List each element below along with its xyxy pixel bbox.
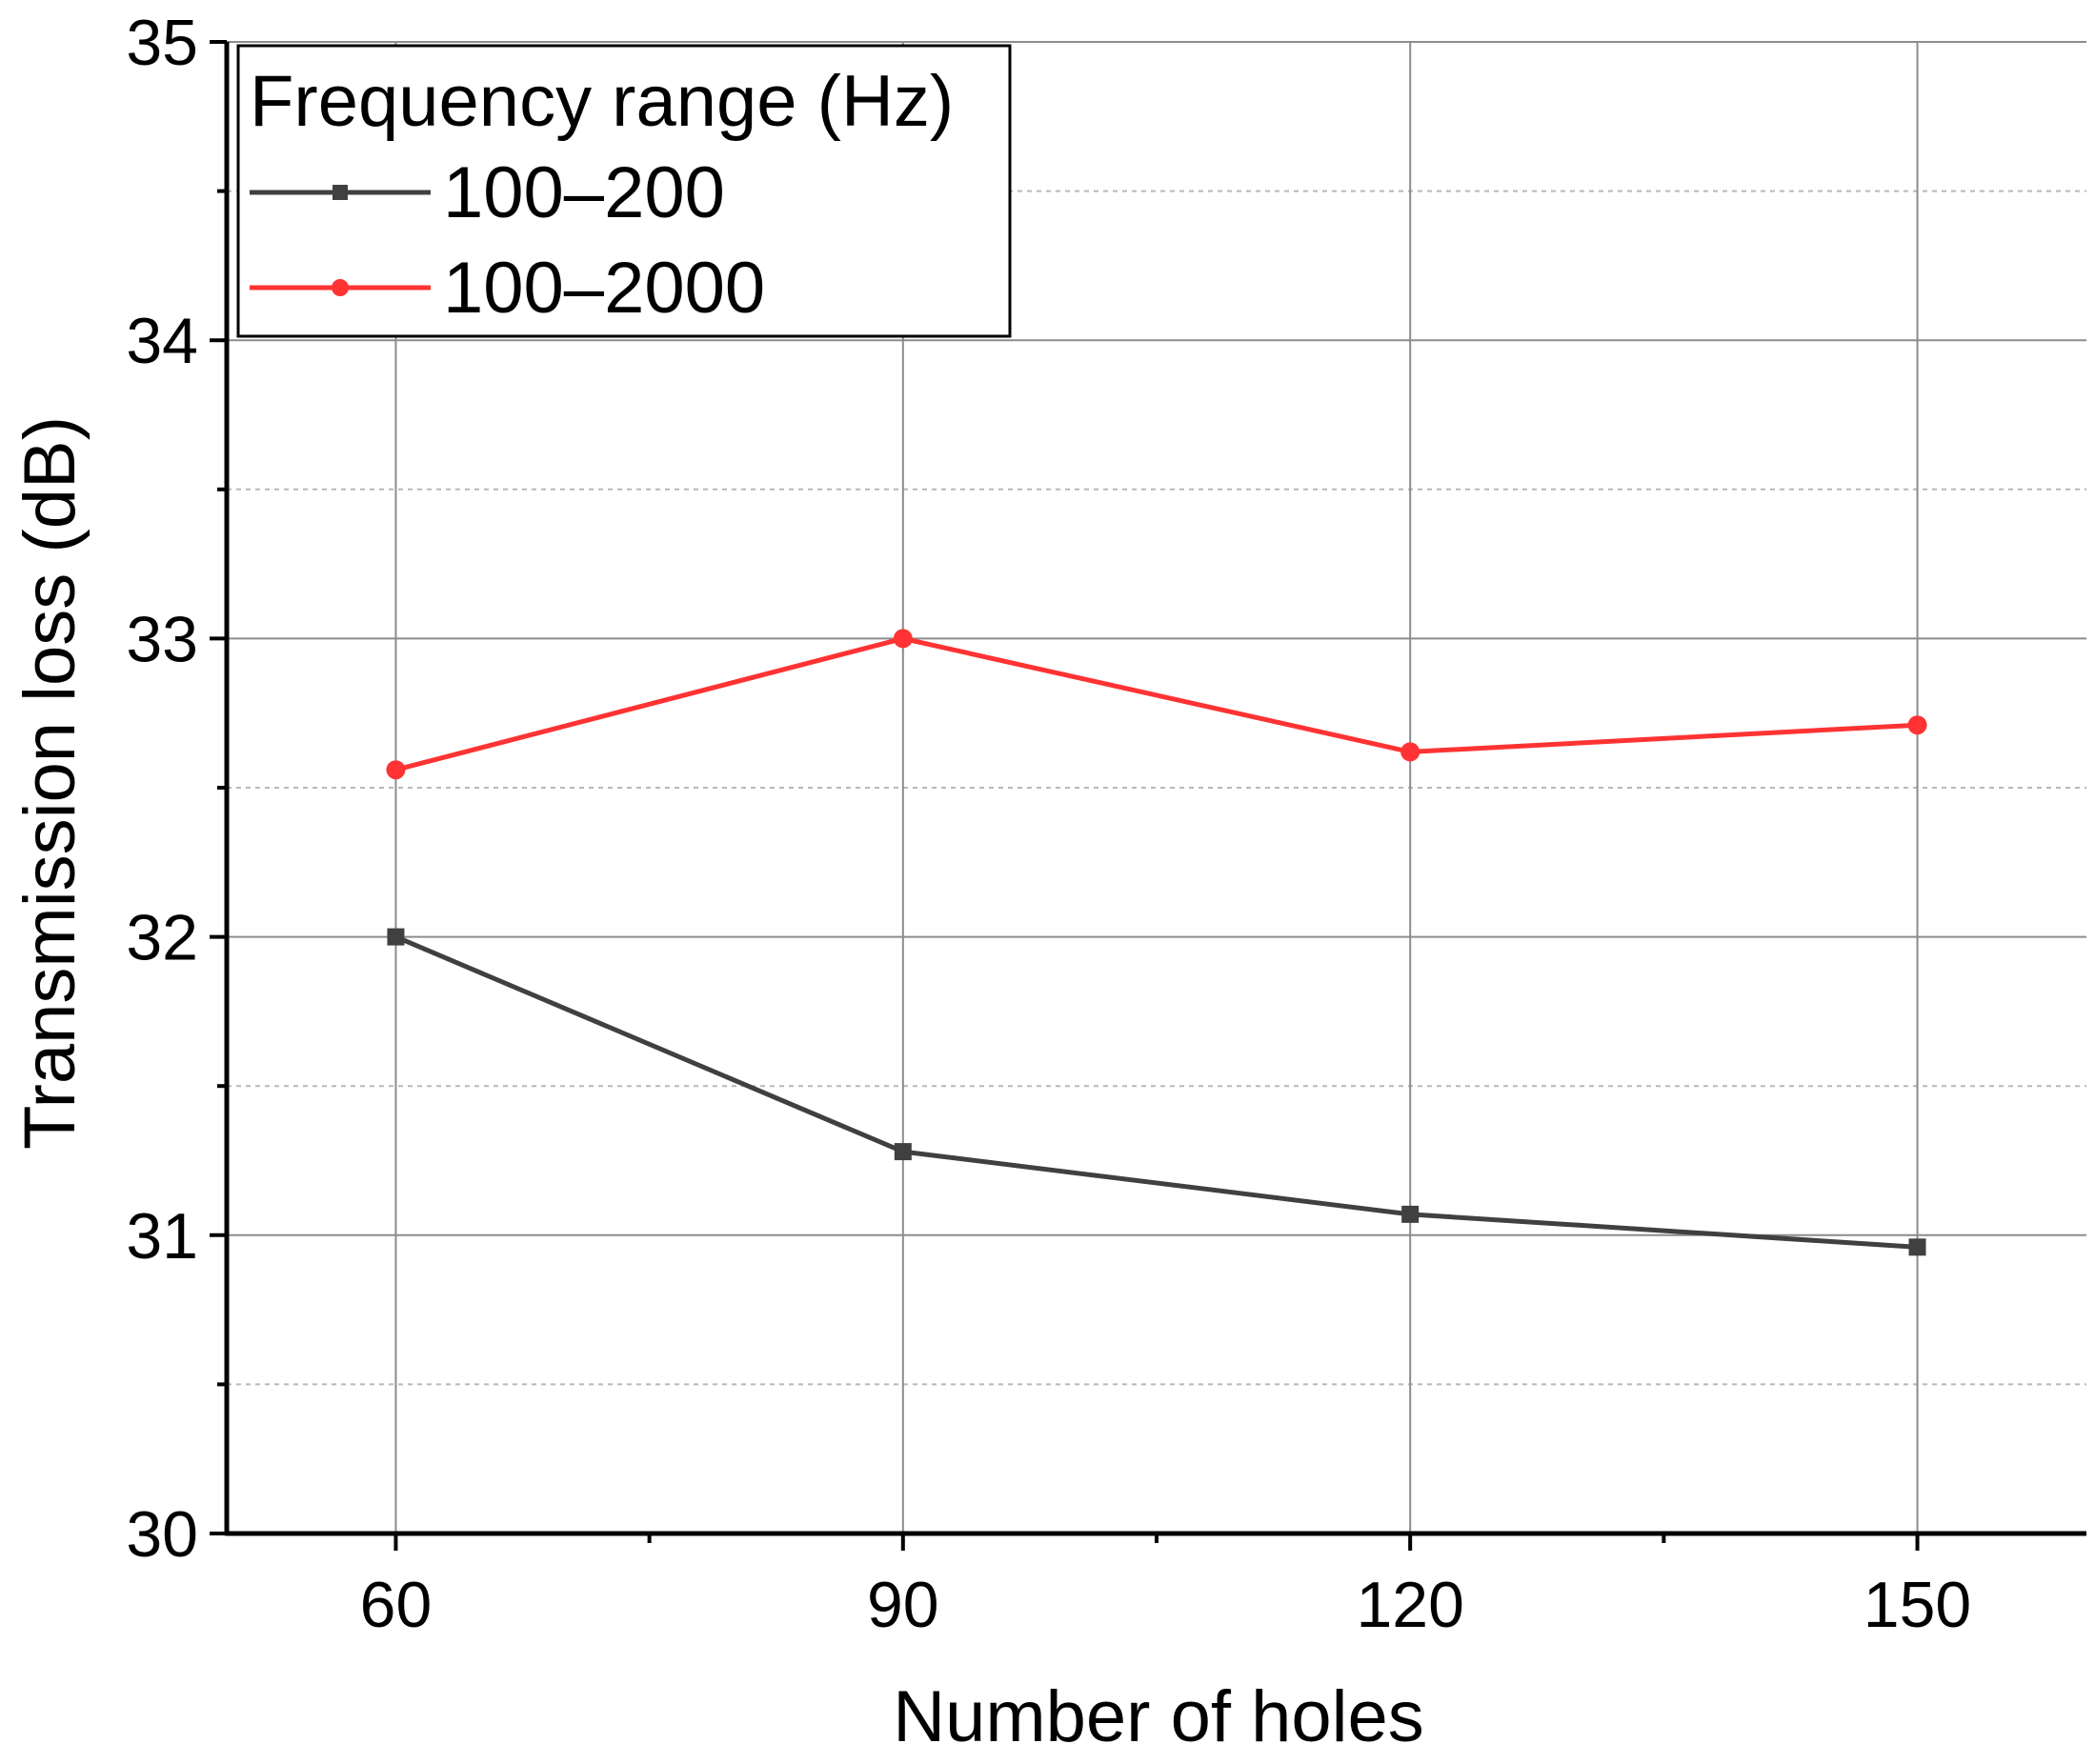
- legend-marker: [332, 279, 349, 296]
- data-point: [894, 1143, 912, 1161]
- x-tick-label: 90: [867, 1569, 939, 1641]
- x-tick-label: 60: [360, 1569, 433, 1641]
- legend-title: Frequency range (Hz): [250, 61, 954, 142]
- x-tick-label: 120: [1356, 1569, 1463, 1641]
- series-100–200: [387, 928, 1926, 1256]
- legend-entry: 100–2000: [250, 248, 765, 329]
- data-point: [1907, 715, 1927, 735]
- y-tick-label: 30: [126, 1498, 198, 1571]
- x-axis-title: Number of holes: [893, 1676, 1424, 1757]
- series-100–2000: [386, 629, 1927, 780]
- data-point: [893, 629, 913, 649]
- legend-label: 100–200: [443, 152, 725, 233]
- data-point: [386, 760, 406, 780]
- y-tick-label: 34: [126, 305, 198, 377]
- data-point: [1401, 1205, 1420, 1223]
- y-tick-label: 35: [126, 7, 198, 79]
- series-line: [394, 635, 1918, 772]
- series-line: [394, 934, 1918, 1250]
- y-tick-label: 31: [126, 1200, 198, 1273]
- data-point: [1400, 742, 1420, 762]
- data-point: [387, 928, 405, 946]
- y-tick-label: 33: [126, 603, 198, 675]
- y-tick-label: 32: [126, 902, 198, 974]
- series-layer: [386, 629, 1927, 1256]
- data-point: [1908, 1238, 1926, 1256]
- legend-entries: 100–200 100–2000: [250, 152, 765, 329]
- legend-label: 100–2000: [443, 248, 765, 329]
- x-tick-label: 150: [1863, 1569, 1971, 1641]
- legend: Frequency range (Hz) 100–200 100–2000: [236, 44, 1012, 338]
- legend-entry: 100–200: [250, 152, 725, 233]
- y-axis-title: Transmission loss (dB): [10, 416, 91, 1150]
- axes: 30 31 32 33 34 35 60 90 120 150: [126, 7, 2086, 1641]
- legend-marker: [332, 185, 348, 200]
